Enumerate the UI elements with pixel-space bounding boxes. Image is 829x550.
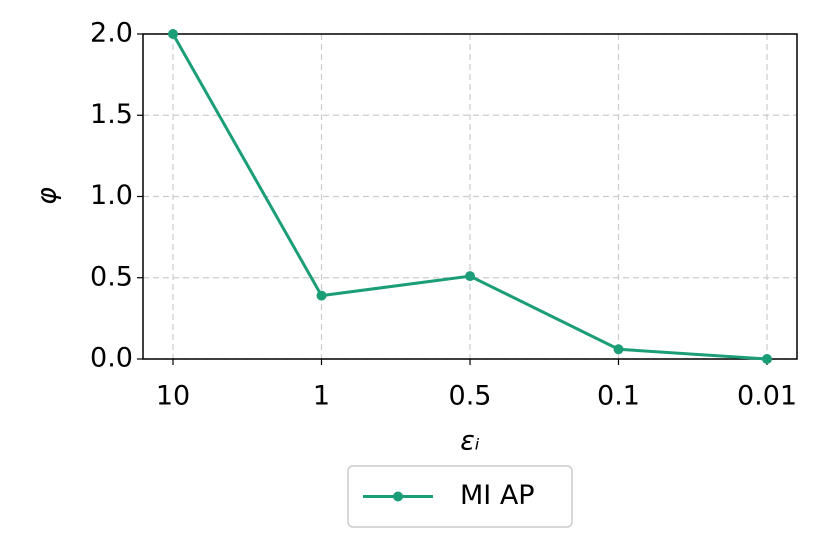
y-tick-label: 2.0 [90, 18, 133, 49]
point [168, 29, 178, 39]
point [613, 344, 624, 355]
point [465, 271, 475, 282]
legend-label: MI AP [460, 480, 535, 511]
y-axis-label: φ [32, 187, 63, 205]
x-tick-label: 0.01 [737, 381, 797, 412]
legend-box [347, 465, 573, 528]
y-tick-label: 1.0 [90, 180, 133, 211]
x-axis-label: εᵢ [460, 426, 480, 457]
x-tick-label: 0.5 [449, 381, 492, 412]
x-tick-label: 0.1 [597, 381, 640, 412]
plot-frame [142, 33, 798, 360]
point [762, 354, 772, 364]
x-tick-label: 10 [156, 381, 190, 412]
y-tick-label: 0.5 [90, 261, 133, 292]
legend-marker [393, 491, 403, 502]
y-tick-label: 1.5 [90, 99, 133, 130]
point [316, 290, 327, 301]
x-tick-label: 1 [313, 381, 330, 412]
y-tick-label: 0.0 [90, 343, 133, 374]
